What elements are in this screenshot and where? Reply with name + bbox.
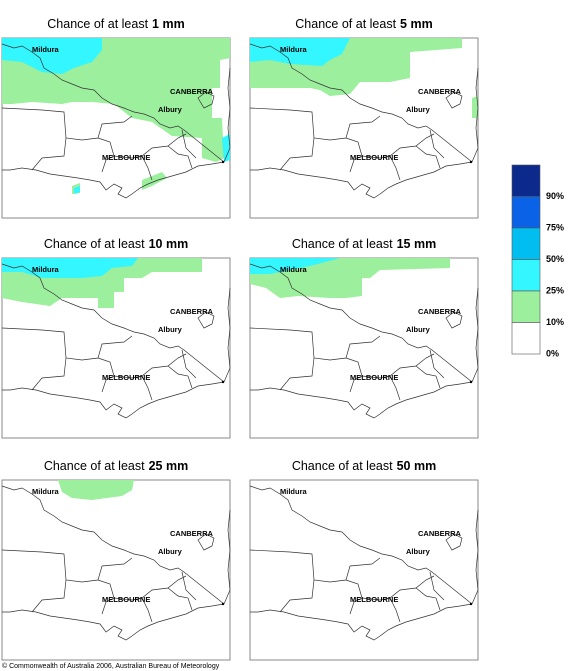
- panel-title: Chance of at least 1 mm: [47, 17, 184, 31]
- place-label: Mildura: [32, 487, 59, 496]
- city-dot: [221, 380, 225, 384]
- rain-shading: [2, 258, 138, 278]
- rain-shading: [74, 186, 80, 194]
- title-amount: 15 mm: [397, 237, 437, 251]
- place-label: Mildura: [280, 45, 307, 54]
- panel-title: Chance of at least 50 mm: [292, 459, 436, 473]
- place-label: CANBERRA: [418, 529, 462, 538]
- rain-shading: [2, 38, 102, 74]
- legend-swatch: [511, 227, 541, 260]
- rain-shading: [250, 258, 340, 274]
- city-dot: [469, 380, 473, 384]
- map-panel: Mildura CANBERRA Albury MELBOURNE: [249, 479, 479, 661]
- place-label: Albury: [406, 105, 431, 114]
- place-label: CANBERRA: [170, 307, 214, 316]
- title-amount: 5 mm: [400, 17, 433, 31]
- place-label: CANBERRA: [170, 87, 214, 96]
- map-panel: Mildura CANBERRA Albury MELBOURNE: [249, 37, 479, 219]
- map-panel: Mildura CANBERRA Albury MELBOURNE: [1, 479, 231, 661]
- panel-title: Chance of at least 10 mm: [44, 237, 188, 251]
- legend-label: 75%: [546, 222, 564, 232]
- legend-label: 25%: [546, 285, 564, 295]
- title-prefix: Chance of at least: [47, 17, 148, 31]
- map-panel: Mildura CANBERRA Albury MELBOURNE: [1, 37, 231, 219]
- place-label: MELBOURNE: [350, 595, 398, 604]
- title-prefix: Chance of at least: [295, 17, 396, 31]
- place-label: MELBOURNE: [102, 373, 150, 382]
- place-label: Albury: [406, 547, 431, 556]
- title-amount: 1 mm: [152, 17, 185, 31]
- title-amount: 10 mm: [149, 237, 189, 251]
- place-label: Albury: [406, 325, 431, 334]
- place-label: MELBOURNE: [102, 595, 150, 604]
- panel-frame: [249, 479, 479, 661]
- city-dot: [469, 602, 473, 606]
- title-prefix: Chance of at least: [292, 459, 393, 473]
- legend-swatch: [511, 196, 541, 229]
- city-dot: [221, 160, 225, 164]
- place-label: Mildura: [280, 487, 307, 496]
- place-label: MELBOURNE: [102, 153, 150, 162]
- panel-title: Chance of at least 15 mm: [292, 237, 436, 251]
- panel-frame: [1, 479, 231, 661]
- map-panel: Mildura CANBERRA Albury MELBOURNE: [1, 257, 231, 439]
- copyright: © Commonwealth of Australia 2006, Austra…: [2, 662, 220, 670]
- place-label: Albury: [158, 325, 183, 334]
- place-label: Albury: [158, 105, 183, 114]
- legend-label: 90%: [546, 191, 564, 201]
- legend-swatch: [511, 290, 541, 323]
- rain-shading: [58, 480, 134, 500]
- place-label: Mildura: [280, 265, 307, 274]
- legend-swatch: [511, 322, 541, 355]
- legend-label: 10%: [546, 317, 564, 327]
- place-label: MELBOURNE: [350, 153, 398, 162]
- rain-shading: [472, 96, 478, 118]
- legend-swatch: [511, 259, 541, 292]
- title-prefix: Chance of at least: [44, 237, 145, 251]
- title-prefix: Chance of at least: [44, 459, 145, 473]
- place-label: Mildura: [32, 45, 59, 54]
- city-dot: [469, 160, 473, 164]
- place-label: CANBERRA: [418, 87, 462, 96]
- title-prefix: Chance of at least: [292, 237, 393, 251]
- city-dot: [221, 602, 225, 606]
- map-panel: Mildura CANBERRA Albury MELBOURNE: [249, 257, 479, 439]
- rain-shading: [250, 38, 350, 66]
- rain-shading: [142, 172, 167, 190]
- panel-title: Chance of at least 25 mm: [44, 459, 188, 473]
- legend-swatch: [511, 164, 541, 197]
- panel-title: Chance of at least 5 mm: [295, 17, 432, 31]
- place-label: CANBERRA: [170, 529, 214, 538]
- place-label: CANBERRA: [418, 307, 462, 316]
- place-label: Mildura: [32, 265, 59, 274]
- title-amount: 25 mm: [149, 459, 189, 473]
- rain-shading: [222, 134, 230, 162]
- legend-label: 0%: [546, 348, 559, 358]
- place-label: Albury: [158, 547, 183, 556]
- place-label: MELBOURNE: [350, 373, 398, 382]
- legend-label: 50%: [546, 254, 564, 264]
- title-amount: 50 mm: [397, 459, 437, 473]
